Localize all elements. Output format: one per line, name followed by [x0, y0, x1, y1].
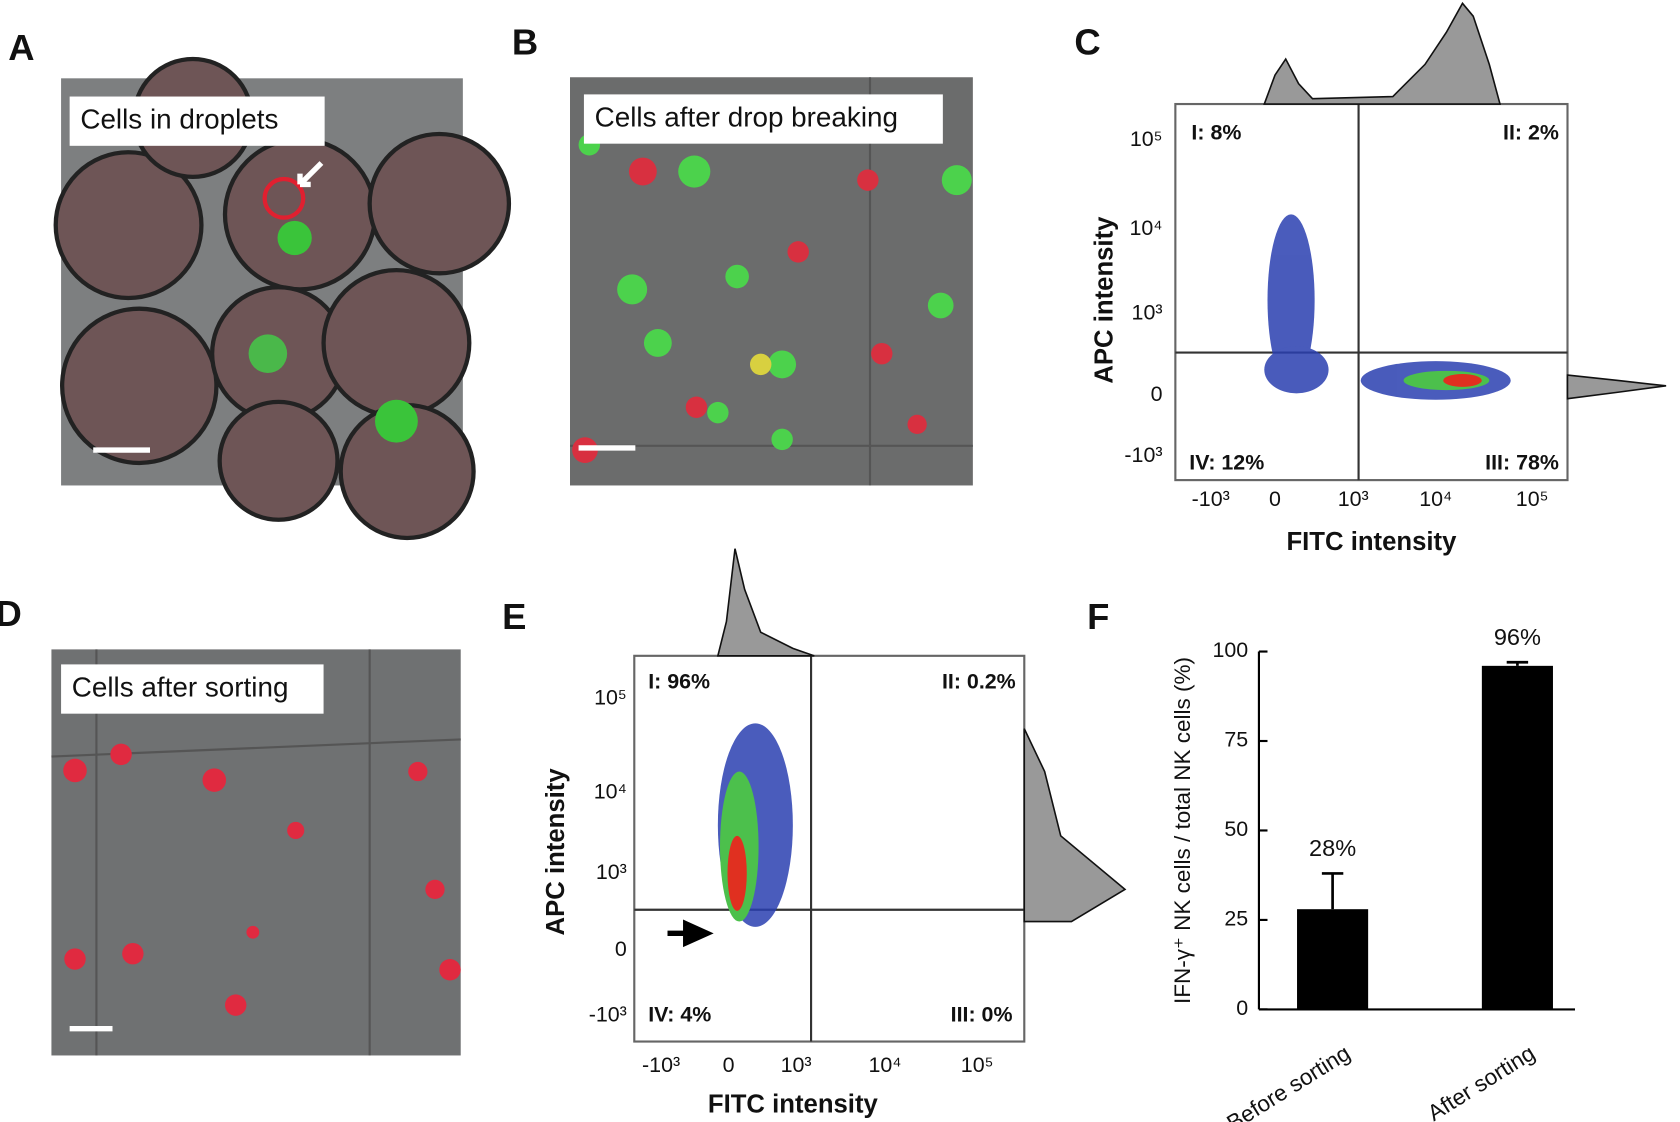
quadrant-label: IV: 12% — [1189, 451, 1264, 475]
quadrant-label: IV: 4% — [648, 1002, 711, 1026]
x-tick-label: Before sorting — [1222, 1040, 1354, 1122]
y-tick-label: 50 — [1224, 817, 1248, 841]
panel-letter: B — [512, 22, 538, 63]
panel-caption: Cells after sorting — [72, 671, 289, 702]
x-tick-label: 0 — [723, 1053, 735, 1077]
micrograph-d — [51, 649, 461, 1056]
quadrant-label: I: 96% — [648, 669, 710, 693]
panel-caption: Cells in droplets — [80, 104, 278, 135]
y-tick-label: 10³ — [596, 860, 627, 884]
y-tick-label: 0 — [1151, 382, 1163, 406]
bar — [1481, 665, 1553, 1010]
x-tick-label: 10⁴ — [1419, 487, 1452, 511]
quadrant-label: I: 8% — [1191, 121, 1241, 145]
quadrant-label: III: 0% — [951, 1002, 1013, 1026]
value-label: 96% — [1494, 624, 1541, 650]
quadrant-label: III: 78% — [1485, 451, 1559, 475]
x-tick-label: -10³ — [642, 1053, 680, 1077]
y-tick-label: 0 — [1236, 996, 1248, 1020]
x-tick-label: 0 — [1269, 487, 1281, 511]
y-tick-label: 25 — [1224, 907, 1248, 931]
y-tick-label: 10⁵ — [594, 685, 627, 709]
y-tick-label: 10⁴ — [594, 780, 627, 804]
value-label: 28% — [1309, 835, 1356, 861]
x-tick-label: 10⁵ — [961, 1053, 994, 1077]
y-axis-label: APC intensity — [1091, 216, 1119, 384]
micrograph-b — [570, 77, 973, 486]
quadrant-label: II: 0.2% — [942, 669, 1016, 693]
y-tick-label: -10³ — [1124, 443, 1162, 467]
panel-letter: C — [1074, 22, 1100, 63]
panel-caption: Cells after drop breaking — [595, 101, 898, 132]
x-axis-label: FITC intensity — [708, 1091, 879, 1119]
quadrant-label: II: 2% — [1503, 121, 1559, 145]
panel-letter: D — [0, 593, 22, 634]
x-tick-label: 10³ — [1338, 487, 1369, 511]
panel-letter: A — [8, 27, 34, 68]
bar — [1297, 909, 1369, 1010]
y-axis-label: IFN-γ⁺ NK cells / total NK cells (%) — [1170, 657, 1195, 1004]
y-tick-label: 0 — [615, 937, 627, 961]
y-tick-label: 75 — [1224, 728, 1248, 752]
y-tick-label: 100 — [1212, 638, 1248, 662]
micrograph-a — [53, 56, 512, 541]
y-tick-label: 10⁵ — [1130, 127, 1163, 151]
x-axis-label: FITC intensity — [1286, 528, 1457, 556]
x-tick-label: 10⁴ — [868, 1053, 901, 1077]
flow-plot-c — [1174, 1, 1667, 482]
y-tick-label: -10³ — [589, 1002, 627, 1026]
panel-letter: E — [502, 596, 526, 637]
y-axis-label: APC intensity — [542, 768, 570, 936]
x-tick-label: 10³ — [781, 1053, 812, 1077]
x-tick-label: -10³ — [1192, 487, 1230, 511]
y-tick-label: 10³ — [1132, 301, 1163, 325]
y-tick-label: 10⁴ — [1129, 216, 1162, 240]
flow-plot-e — [633, 548, 1127, 1043]
x-tick-label: After sorting — [1423, 1040, 1539, 1122]
panel-letter: F — [1087, 596, 1109, 637]
x-tick-label: 10⁵ — [1516, 487, 1549, 511]
